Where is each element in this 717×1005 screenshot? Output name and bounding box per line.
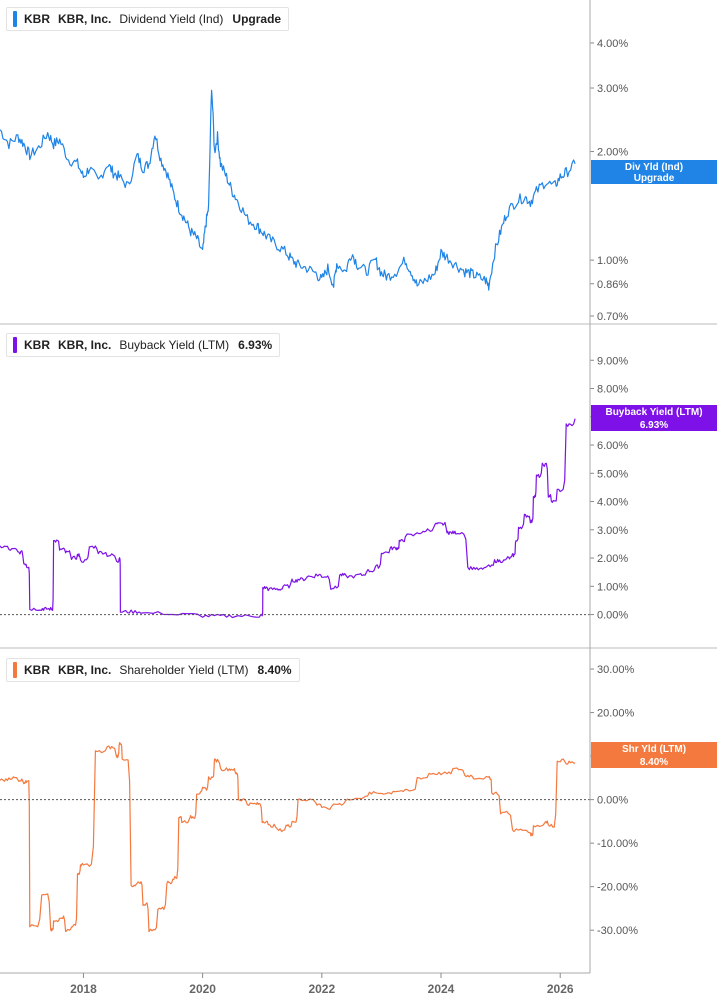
legend-value: 8.40% bbox=[257, 663, 292, 677]
y-tick-label: 8.00% bbox=[597, 384, 628, 396]
y-tick-label: 1.00% bbox=[597, 581, 628, 593]
series-color-swatch bbox=[13, 11, 17, 27]
x-tick-label: 2018 bbox=[70, 982, 97, 996]
y-tick-label: -10.00% bbox=[597, 838, 638, 850]
badge-line2: 6.93% bbox=[640, 420, 668, 431]
legend-shareholder-yield[interactable]: KBR KBR, Inc. Shareholder Yield (LTM) 8.… bbox=[6, 658, 300, 682]
series-color-swatch bbox=[13, 662, 17, 678]
series-line-buyback bbox=[0, 418, 576, 619]
y-tick-label: 1.00% bbox=[597, 255, 628, 267]
y-tick-label: 2.00% bbox=[597, 553, 628, 565]
legend-buyback-yield[interactable]: KBR KBR, Inc. Buyback Yield (LTM) 6.93% bbox=[6, 333, 281, 357]
badge-line2: Upgrade bbox=[634, 173, 675, 184]
legend-company: KBR, Inc. bbox=[58, 663, 112, 677]
legend-metric: Shareholder Yield (LTM) bbox=[119, 663, 249, 677]
y-tick-label: 2.00% bbox=[597, 147, 628, 159]
y-tick-label: -20.00% bbox=[597, 882, 638, 894]
y-tick-label: 3.00% bbox=[597, 525, 628, 537]
legend-company: KBR, Inc. bbox=[58, 338, 112, 352]
badge-line1: Buyback Yield (LTM) bbox=[605, 407, 702, 418]
series-color-swatch bbox=[13, 337, 17, 353]
y-tick-label: 5.00% bbox=[597, 468, 628, 480]
y-tick-label: 4.00% bbox=[597, 38, 628, 50]
legend-metric: Dividend Yield (Ind) bbox=[119, 12, 224, 26]
last-value-badge bbox=[591, 405, 717, 431]
badge-line1: Shr Yld (LTM) bbox=[622, 744, 686, 755]
last-value-badge bbox=[591, 742, 717, 768]
y-tick-label: 0.86% bbox=[597, 279, 628, 291]
legend-ticker: KBR bbox=[24, 338, 50, 352]
x-tick-label: 2024 bbox=[428, 982, 455, 996]
legend-ticker: KBR bbox=[24, 663, 50, 677]
legend-value: Upgrade bbox=[232, 12, 282, 26]
badge-line1: Div Yld (Ind) bbox=[625, 162, 683, 173]
y-tick-label: 0.00% bbox=[597, 795, 628, 807]
x-tick-label: 2020 bbox=[189, 982, 216, 996]
legend-ticker: KBR bbox=[24, 12, 50, 26]
y-tick-label: 30.00% bbox=[597, 664, 635, 676]
x-tick-label: 2026 bbox=[547, 982, 574, 996]
x-tick-label: 2022 bbox=[308, 982, 335, 996]
series-line-shareholder bbox=[0, 742, 576, 933]
y-tick-label: -30.00% bbox=[597, 925, 638, 937]
series-line-dividend bbox=[0, 89, 576, 291]
y-tick-label: 0.70% bbox=[597, 311, 628, 323]
legend-company: KBR, Inc. bbox=[58, 12, 112, 26]
y-tick-label: 4.00% bbox=[597, 497, 628, 509]
y-tick-label: 9.00% bbox=[597, 355, 628, 367]
y-tick-label: 3.00% bbox=[597, 83, 628, 95]
legend-dividend-yield[interactable]: KBR KBR, Inc. Dividend Yield (Ind) Upgra… bbox=[6, 7, 290, 31]
last-value-badge bbox=[591, 160, 717, 184]
badge-line2: 8.40% bbox=[640, 757, 668, 768]
legend-metric: Buyback Yield (LTM) bbox=[119, 338, 230, 352]
y-tick-label: 6.00% bbox=[597, 440, 628, 452]
y-tick-label: 20.00% bbox=[597, 708, 635, 720]
legend-value: 6.93% bbox=[238, 338, 273, 352]
y-tick-label: 0.00% bbox=[597, 610, 628, 622]
